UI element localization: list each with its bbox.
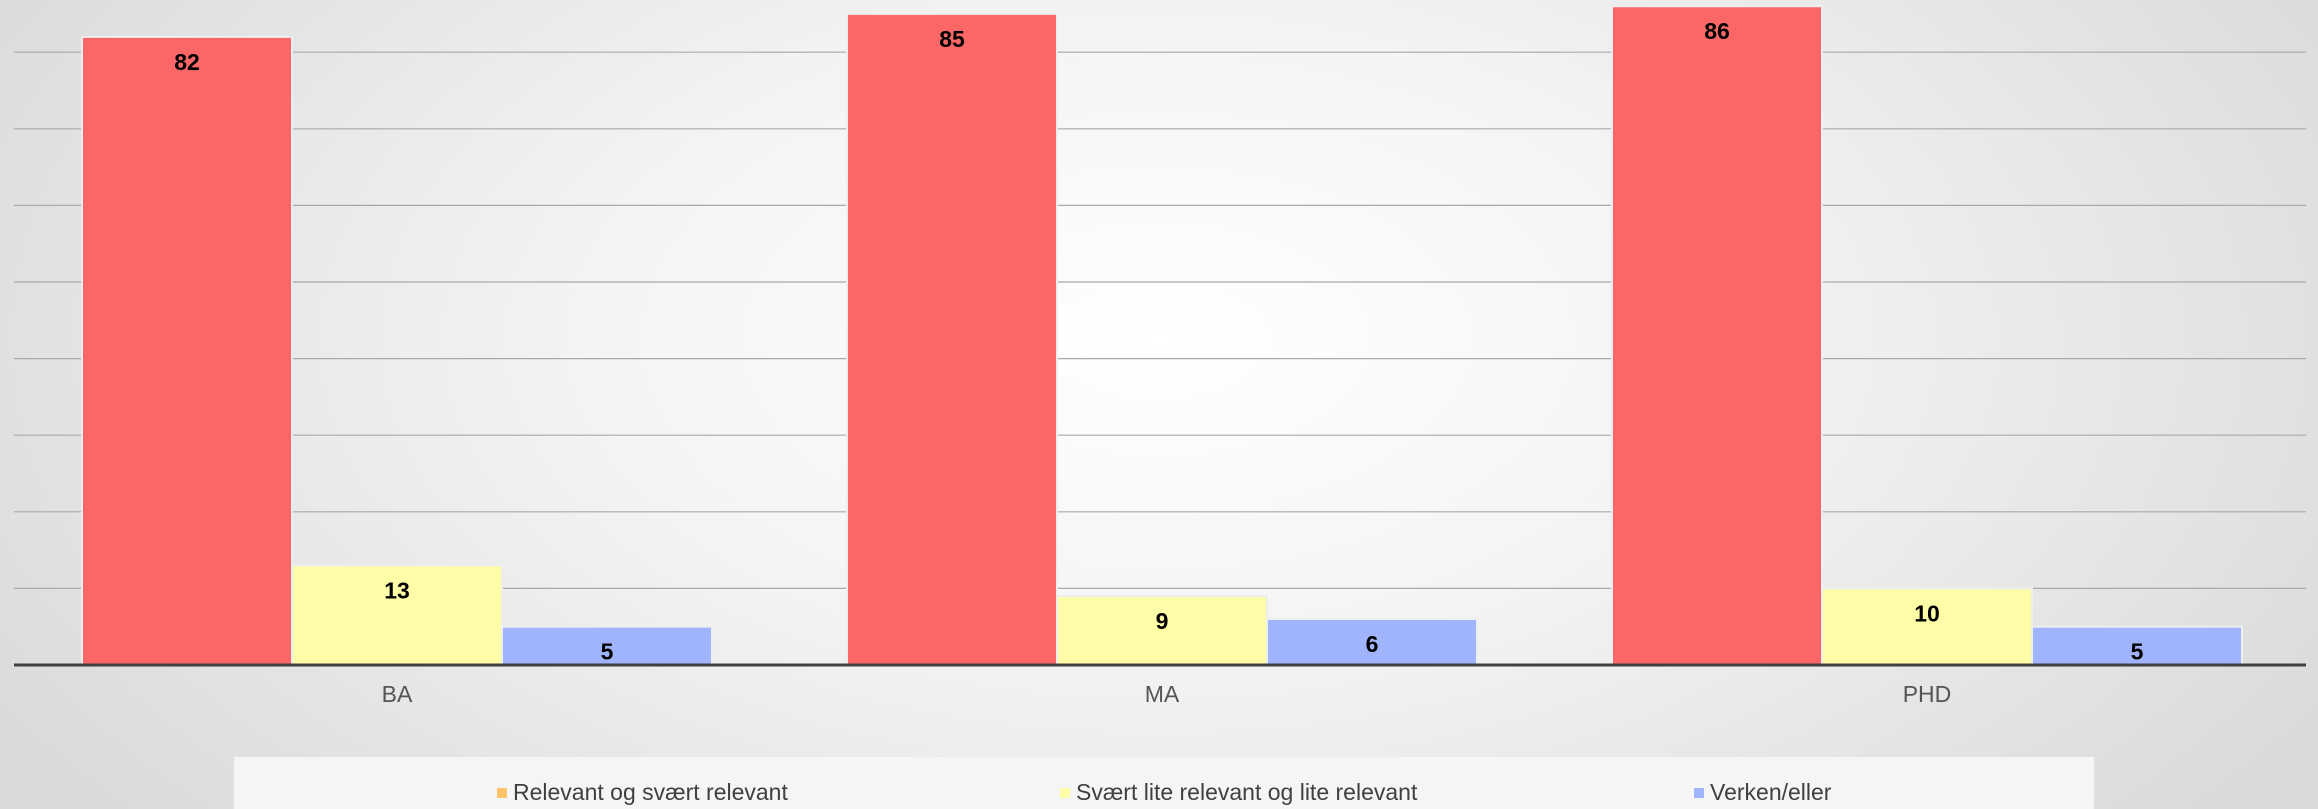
legend-label: Svært lite relevant og lite relevant (1076, 779, 1418, 805)
bar-value-label: 86 (1704, 18, 1730, 44)
bar-value-label: 6 (1366, 631, 1379, 657)
bar-value-label: 5 (2131, 639, 2144, 665)
bar-value-label: 10 (1914, 600, 1940, 626)
category-label: MA (1145, 681, 1180, 707)
bar (846, 12, 1058, 666)
bar (1611, 5, 1823, 667)
legend-item: Relevant og svært relevant (497, 779, 788, 806)
bar (1266, 618, 1478, 666)
legend-item: Verken/eller (1694, 779, 1831, 806)
bar (2031, 625, 2243, 667)
legend-item: Svært lite relevant og lite relevant (1060, 779, 1417, 806)
bar-value-label: 13 (384, 577, 410, 603)
bar (291, 564, 503, 666)
bar-value-label: 82 (174, 49, 200, 75)
legend-swatch-icon (1060, 787, 1070, 798)
category-labels: BA MA PHD (382, 681, 1952, 707)
gridlines (14, 51, 2306, 590)
category-label: BA (382, 681, 413, 707)
category-label: PHD (1903, 681, 1952, 707)
legend-swatch-icon (497, 787, 507, 798)
bars (81, 5, 2243, 667)
bar-value-label: 9 (1156, 608, 1169, 634)
bar (81, 35, 293, 666)
legend-label: Relevant og svært relevant (513, 779, 788, 805)
bar-value-label: 85 (939, 26, 965, 52)
legend-swatch-icon (1694, 787, 1704, 798)
legend-label: Verken/eller (1710, 779, 1832, 805)
legend: Relevant og svært relevant Svært lite re… (234, 757, 2094, 809)
bar-value-label: 5 (601, 639, 614, 665)
bar-labels: 82 13 5 85 9 6 86 10 5 (174, 18, 2143, 664)
